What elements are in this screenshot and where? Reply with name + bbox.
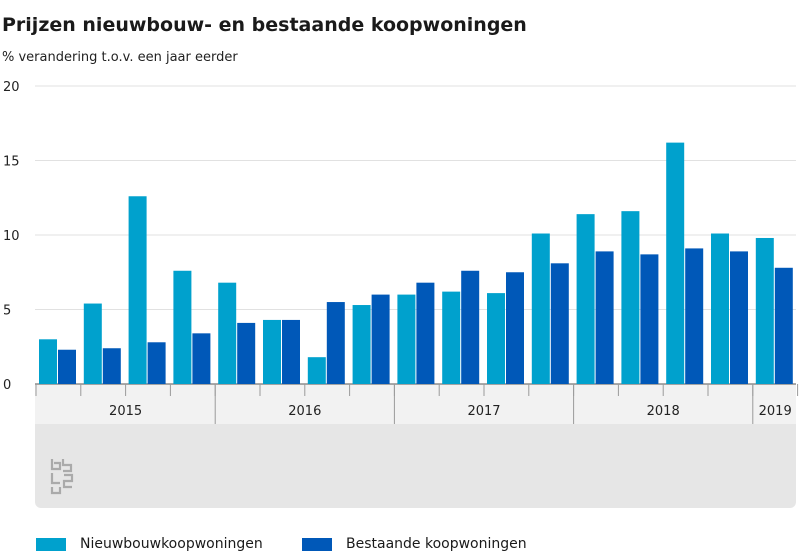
bar-bestaand xyxy=(774,267,793,384)
bar-bestaand xyxy=(461,270,480,384)
bar-nieuwbouw xyxy=(442,291,461,384)
legend-item-new: Nieuwbouwkoopwoningen xyxy=(36,536,263,552)
bar-bestaand xyxy=(371,294,390,384)
x-year-label: 2019 xyxy=(759,404,792,419)
bar-bestaand xyxy=(640,254,659,384)
bar-nieuwbouw xyxy=(352,305,371,384)
bar-bestaand xyxy=(326,302,345,384)
chart-title: Prijzen nieuwbouw- en bestaande koopwoni… xyxy=(2,14,527,36)
bar-bestaand xyxy=(550,263,569,384)
chart-subtitle: % verandering t.o.v. een jaar eerder xyxy=(2,50,238,65)
bar-nieuwbouw xyxy=(397,294,416,384)
x-year-label: 2016 xyxy=(288,404,321,419)
legend: Nieuwbouwkoopwoningen Bestaande koopwoni… xyxy=(0,536,800,560)
legend-label-existing: Bestaande koopwoningen xyxy=(346,536,527,552)
y-tick-label: 10 xyxy=(3,229,20,244)
bar-nieuwbouw xyxy=(576,214,595,384)
bar-nieuwbouw xyxy=(218,282,237,384)
bar-nieuwbouw xyxy=(39,339,57,384)
bar-nieuwbouw xyxy=(487,293,505,384)
bar-bestaand xyxy=(595,251,614,384)
axis-label-strip xyxy=(35,384,796,424)
bar-nieuwbouw xyxy=(711,233,729,384)
bar-bestaand xyxy=(685,248,704,384)
bar-bestaand xyxy=(237,322,256,384)
legend-item-existing: Bestaande koopwoningen xyxy=(302,536,527,552)
bar-bestaand xyxy=(506,272,524,384)
y-tick-label: 5 xyxy=(3,304,11,319)
bar-bestaand xyxy=(147,342,166,384)
bar-bestaand xyxy=(730,251,748,384)
bar-nieuwbouw xyxy=(755,237,774,384)
bar-bestaand xyxy=(416,282,435,384)
bar-nieuwbouw xyxy=(307,357,326,384)
y-tick-label: 20 xyxy=(3,80,20,95)
bar-bestaand xyxy=(58,349,76,384)
bar-bestaand xyxy=(192,333,211,384)
bar-nieuwbouw xyxy=(263,319,281,384)
cbs-logo-icon xyxy=(49,457,75,499)
bar-nieuwbouw xyxy=(173,270,192,384)
legend-label-new: Nieuwbouwkoopwoningen xyxy=(80,536,263,552)
legend-swatch-new xyxy=(36,537,66,551)
bar-bestaand xyxy=(102,348,121,384)
y-tick-label: 15 xyxy=(3,155,20,170)
bar-nieuwbouw xyxy=(531,233,550,384)
bar-nieuwbouw xyxy=(666,142,685,384)
bar-nieuwbouw xyxy=(83,303,102,384)
bar-bestaand xyxy=(282,319,300,384)
bar-nieuwbouw xyxy=(128,196,147,384)
bar-nieuwbouw xyxy=(621,211,640,384)
x-year-label: 2015 xyxy=(109,404,142,419)
bar-chart: 0 5 10 15 20 2015 2016 2017 2018 2019 xyxy=(3,80,799,508)
x-year-label: 2018 xyxy=(647,404,680,419)
y-tick-label: 0 xyxy=(3,378,11,393)
x-year-label: 2017 xyxy=(467,404,500,419)
legend-swatch-existing xyxy=(302,537,332,551)
